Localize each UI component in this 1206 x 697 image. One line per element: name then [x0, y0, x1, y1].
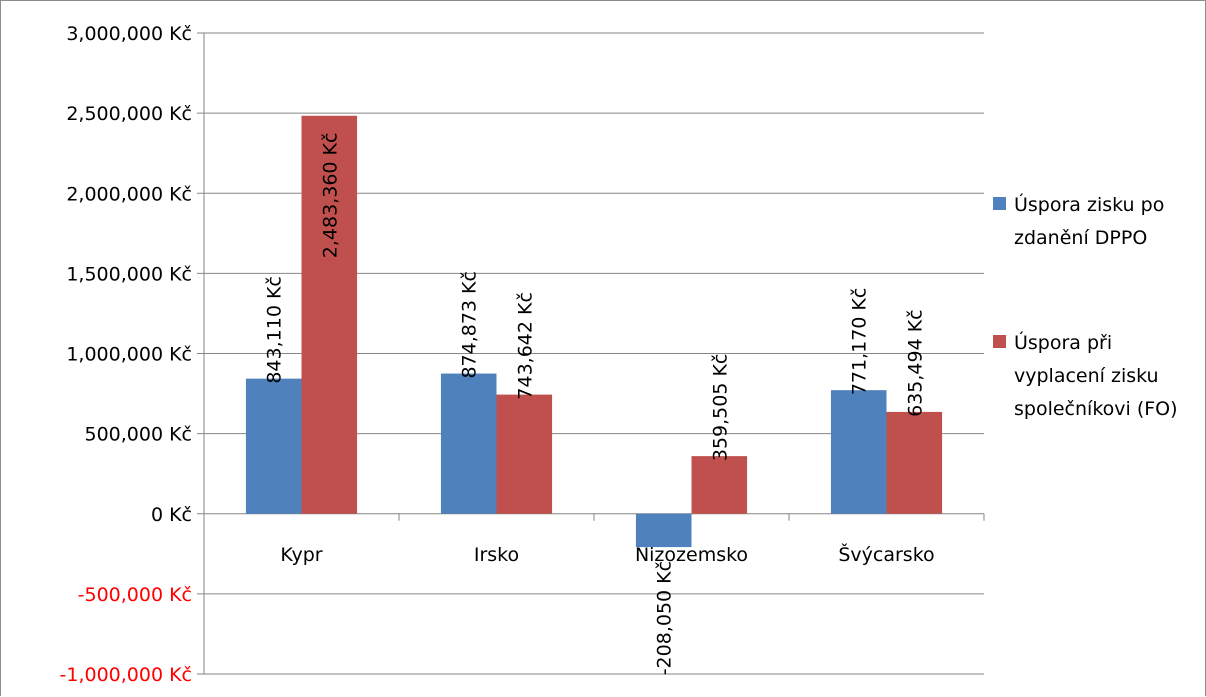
axes: 3,000,000 Kč 2,500,000 Kč 2,000,000 Kč 1,50… — [60, 23, 985, 686]
data-label: 635,494 Kč — [904, 309, 926, 417]
category-label: Kypr — [280, 544, 322, 566]
bar — [440, 373, 497, 514]
y-tick-label: 2,500,000 Kč — [66, 103, 192, 125]
bar — [691, 456, 748, 514]
category-label: Irsko — [474, 544, 519, 566]
bar — [830, 390, 887, 514]
bar — [886, 411, 943, 514]
data-labels: 843,110 Kč 874,873 Kč -208,050 Kč 771,170 K… — [264, 133, 927, 676]
legend-label: zdanění DPPO — [1014, 227, 1147, 249]
data-label: 843,110 Kč — [264, 276, 286, 384]
y-tick-label: -500,000 Kč — [78, 584, 192, 606]
legend-label: společníkovi (FO) — [1014, 398, 1178, 420]
y-tick-label: 1,000,000 Kč — [66, 344, 192, 366]
data-label: -208,050 Kč — [654, 561, 676, 675]
bar — [496, 394, 553, 514]
bar — [245, 378, 302, 514]
legend-swatch — [993, 197, 1006, 210]
data-label: 2,483,360 Kč — [319, 133, 341, 259]
bars — [245, 115, 943, 548]
legend-swatch — [993, 335, 1006, 348]
legend-label: Úspora zisku po — [1014, 192, 1164, 216]
data-label: 743,642 Kč — [514, 292, 536, 400]
bar — [301, 115, 358, 514]
category-label: Švýcarsko — [838, 542, 934, 566]
y-tick-label: 3,000,000 Kč — [66, 23, 192, 45]
y-tick-label: 1,500,000 Kč — [66, 263, 192, 285]
legend-label: Úspora při — [1014, 330, 1112, 354]
data-label: 359,505 Kč — [709, 354, 731, 462]
legend: Úspora zisku po zdanění DPPO Úspora při vyp… — [993, 192, 1178, 420]
data-label: 771,170 Kč — [849, 288, 871, 396]
y-tick-label: 0 Kč — [151, 504, 192, 526]
y-tick-label: 2,000,000 Kč — [66, 183, 192, 205]
y-tick-label: -1,000,000 Kč — [60, 664, 193, 686]
category-label: Nizozemsko — [635, 544, 748, 566]
data-label: 874,873 Kč — [459, 271, 481, 379]
legend-label: vyplacení zisku — [1014, 365, 1159, 387]
y-tick-label: 500,000 Kč — [84, 424, 192, 446]
bar — [635, 513, 692, 548]
